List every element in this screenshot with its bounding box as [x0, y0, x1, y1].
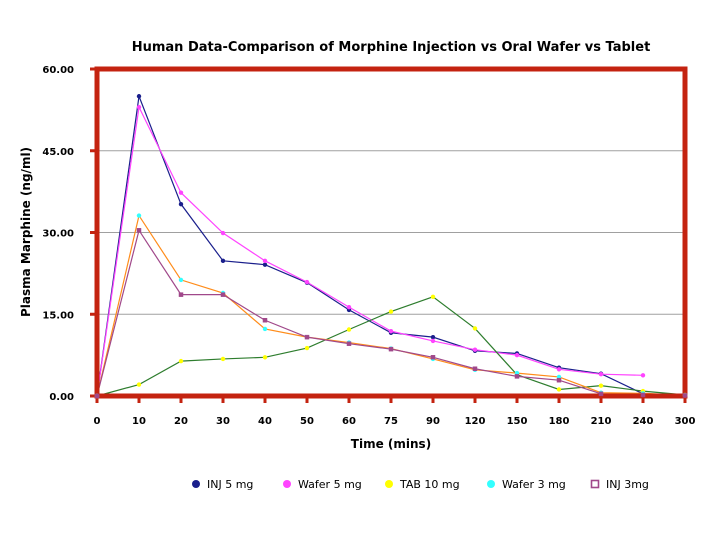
- data-point: [598, 372, 604, 377]
- x-tick-label: 150: [507, 416, 528, 427]
- data-point: [388, 309, 394, 314]
- y-tick-label: 60.00: [42, 65, 74, 76]
- data-point: [514, 352, 520, 358]
- data-point: [556, 387, 562, 392]
- x-tick-label: 0: [94, 416, 101, 427]
- data-point: [262, 326, 268, 332]
- data-point: [136, 104, 142, 110]
- x-tick-label: 40: [258, 416, 272, 427]
- x-tick-label: 120: [465, 416, 486, 427]
- legend-label: Wafer 5 mg: [298, 478, 362, 491]
- data-point: [136, 94, 142, 99]
- data-point: [472, 347, 478, 352]
- data-point: [346, 304, 352, 310]
- data-point: [304, 334, 310, 340]
- x-tick-label: 75: [384, 416, 398, 427]
- data-point: [220, 258, 226, 264]
- data-point: [514, 374, 520, 379]
- legend-marker: [283, 480, 291, 488]
- data-point: [220, 356, 226, 362]
- data-point: [430, 294, 436, 300]
- x-tick-label: 90: [426, 416, 440, 427]
- legend-label: INJ 3mg: [606, 478, 649, 491]
- x-tick-label: 240: [633, 416, 654, 427]
- x-tick-label: 30: [216, 416, 230, 427]
- legend-label: TAB 10 mg: [399, 478, 460, 491]
- legend-item: Wafer 3 mg: [487, 478, 566, 491]
- data-point: [136, 382, 142, 387]
- legend-item: Wafer 5 mg: [283, 478, 362, 491]
- data-point: [262, 317, 268, 323]
- data-point: [136, 213, 142, 218]
- data-point: [262, 258, 268, 264]
- data-point: [136, 228, 142, 233]
- legend-marker: [192, 480, 200, 488]
- y-tick-label: 0.00: [49, 392, 74, 403]
- data-point: [262, 355, 268, 360]
- data-point: [472, 326, 478, 331]
- x-tick-label: 10: [132, 416, 146, 427]
- data-point: [472, 366, 478, 371]
- y-tick-label: 30.00: [42, 229, 74, 240]
- data-point: [178, 201, 184, 207]
- x-tick-label: 210: [591, 416, 612, 427]
- data-point: [598, 391, 604, 397]
- y-tick-labels: 0.00 15.00 30.00 45.00 60.00: [42, 65, 74, 403]
- data-point: [640, 392, 646, 398]
- data-point: [388, 346, 394, 352]
- data-point: [346, 341, 352, 346]
- data-point: [178, 358, 184, 364]
- x-tick-label: 60: [342, 416, 356, 427]
- data-point: [304, 279, 310, 285]
- legend-marker: [487, 480, 495, 488]
- data-point: [430, 338, 436, 344]
- series-line: [96, 214, 686, 397]
- x-tick-label: 50: [300, 416, 314, 427]
- x-axis-label: Time (mins): [351, 437, 431, 451]
- x-tick-label: 180: [549, 416, 570, 427]
- data-point: [220, 292, 226, 297]
- data-point: [346, 327, 352, 332]
- data-point: [178, 292, 184, 297]
- y-tick-label: 45.00: [42, 147, 74, 158]
- chart-title: Human Data-Comparison of Morphine Inject…: [132, 40, 651, 55]
- y-axis-label: Plasma Marphine (ng/ml): [19, 147, 33, 317]
- data-point: [598, 383, 604, 388]
- gridlines: [97, 150, 685, 315]
- data-point: [640, 373, 646, 378]
- data-point: [682, 393, 688, 398]
- x-tick-label: 20: [174, 416, 188, 427]
- legend-marker: [385, 480, 393, 488]
- series-line: [96, 105, 644, 397]
- series-markers: [94, 94, 688, 399]
- legend-item: INJ 5 mg: [192, 478, 253, 491]
- data-point: [304, 345, 310, 351]
- legend: INJ 5 mg Wafer 5 mg TAB 10 mg Wafer 3 mg INJ…: [192, 478, 649, 491]
- legend-item: TAB 10 mg: [385, 478, 460, 491]
- legend-marker: [590, 479, 600, 489]
- y-tick-label: 15.00: [42, 310, 74, 321]
- legend-label: INJ 5 mg: [207, 478, 253, 491]
- data-point: [178, 277, 184, 283]
- data-point: [94, 393, 100, 399]
- data-point: [556, 367, 562, 372]
- x-tick-labels: 0 10 20 30 40 50 60 75 90 120 150 180 210 240 300: [94, 416, 696, 427]
- data-point: [430, 355, 436, 360]
- data-point: [262, 262, 268, 267]
- data-point: [388, 328, 394, 334]
- data-point: [430, 334, 436, 340]
- plot-frame: [90, 66, 688, 403]
- legend-label: Wafer 3 mg: [502, 478, 566, 491]
- data-point: [220, 230, 226, 236]
- data-point: [556, 377, 562, 383]
- data-point: [178, 190, 184, 195]
- x-tick-label: 300: [675, 416, 696, 427]
- legend-item: INJ 3mg: [590, 478, 649, 491]
